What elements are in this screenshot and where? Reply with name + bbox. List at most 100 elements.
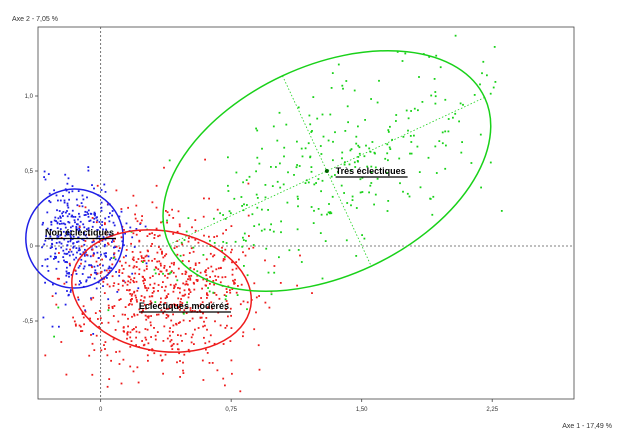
data-point (106, 354, 109, 357)
data-point (224, 327, 227, 329)
data-point (129, 293, 132, 295)
data-point (42, 316, 45, 319)
data-point (102, 236, 105, 238)
data-point (275, 166, 277, 168)
data-point (205, 348, 207, 351)
data-point (104, 231, 107, 234)
data-point (44, 354, 47, 357)
data-point (276, 139, 279, 142)
data-point (96, 219, 99, 222)
data-point (156, 260, 159, 263)
data-point (205, 280, 208, 283)
data-point (106, 283, 109, 286)
data-point (62, 222, 65, 225)
data-point (70, 230, 72, 232)
data-point (122, 268, 125, 270)
data-point (410, 152, 413, 155)
data-point (143, 296, 146, 299)
data-point (151, 348, 153, 351)
data-point (134, 213, 136, 216)
data-point (99, 272, 102, 275)
data-point (272, 125, 275, 128)
data-point (138, 268, 141, 271)
data-point (86, 211, 89, 214)
data-point (270, 223, 272, 226)
data-point (56, 277, 59, 280)
data-point (230, 327, 233, 329)
data-point (182, 312, 185, 315)
data-point (56, 234, 59, 237)
data-point (173, 263, 175, 266)
data-point (62, 215, 64, 217)
data-point (107, 267, 110, 270)
data-point (396, 51, 399, 53)
data-point (55, 256, 57, 258)
data-point (183, 289, 186, 292)
data-point (95, 271, 97, 274)
data-point (101, 322, 103, 324)
data-point (176, 361, 178, 364)
data-point (97, 257, 100, 259)
data-point (99, 226, 101, 229)
data-point (278, 111, 281, 114)
data-point (346, 105, 349, 108)
data-point (279, 162, 281, 165)
data-point (135, 266, 138, 268)
data-point (223, 256, 226, 258)
data-point (257, 344, 260, 347)
data-point (135, 261, 138, 263)
data-point (444, 130, 447, 133)
data-point (65, 274, 68, 277)
data-point (83, 323, 85, 326)
data-point (172, 324, 175, 327)
data-point (87, 227, 90, 230)
data-point (117, 231, 119, 234)
data-point (78, 324, 81, 327)
data-point (242, 335, 244, 338)
data-point (124, 261, 127, 264)
data-point (176, 240, 179, 242)
data-point (327, 211, 330, 214)
data-point (154, 272, 157, 275)
data-point (334, 131, 336, 134)
data-point (337, 171, 339, 173)
data-point (153, 290, 155, 293)
data-point (264, 259, 266, 262)
data-point (151, 232, 153, 235)
data-point (76, 241, 78, 243)
data-point (79, 280, 81, 282)
data-point (126, 333, 129, 336)
data-point (49, 247, 52, 249)
data-point (86, 196, 88, 199)
data-point (344, 130, 347, 132)
data-point (112, 338, 115, 341)
data-point (434, 95, 437, 98)
data-point (376, 101, 379, 104)
data-point (100, 349, 103, 352)
data-point (66, 272, 69, 275)
data-point (90, 265, 93, 268)
data-point (173, 287, 175, 290)
data-point (330, 87, 333, 89)
data-point (186, 301, 188, 304)
data-point (142, 257, 145, 259)
data-point (87, 215, 90, 218)
data-point (222, 232, 224, 235)
data-point (371, 141, 374, 143)
data-point (454, 34, 457, 37)
data-point (73, 219, 76, 222)
data-point (111, 307, 114, 309)
data-point (406, 192, 409, 195)
data-point (66, 202, 69, 205)
data-point (232, 279, 234, 282)
data-point (71, 225, 74, 228)
data-point (106, 385, 109, 388)
data-point (66, 266, 68, 269)
data-point (265, 247, 268, 250)
data-point (75, 273, 78, 275)
data-point (98, 310, 101, 312)
data-point (344, 161, 346, 164)
data-point (301, 155, 304, 158)
data-point (173, 285, 176, 288)
data-point (55, 247, 57, 250)
